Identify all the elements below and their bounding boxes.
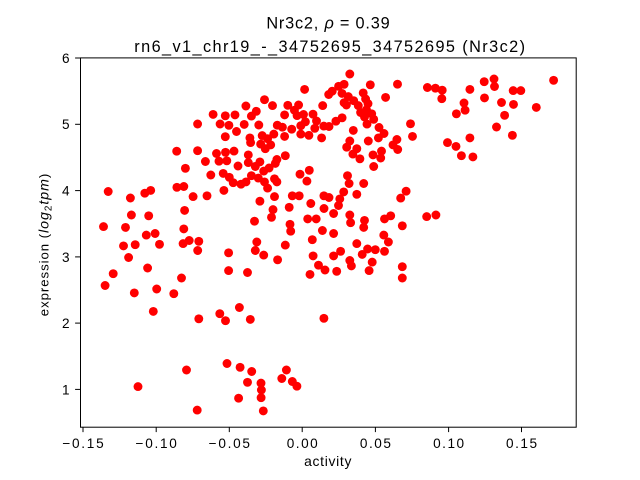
svg-text:1: 1 [62, 382, 70, 397]
svg-text:5: 5 [62, 117, 70, 132]
svg-text:activity: activity [304, 453, 352, 469]
svg-text:Nr3c2, ρ = 0.39: Nr3c2, ρ = 0.39 [266, 14, 390, 32]
svg-text:2: 2 [62, 316, 70, 331]
svg-text:3: 3 [62, 250, 70, 265]
svg-text:−0.15: −0.15 [62, 436, 103, 451]
svg-text:0.05: 0.05 [360, 436, 391, 451]
svg-text:−0.10: −0.10 [136, 436, 178, 451]
svg-text:−0.05: −0.05 [209, 436, 250, 451]
svg-text:0.00: 0.00 [287, 436, 318, 451]
svg-text:0.15: 0.15 [506, 436, 537, 451]
svg-text:4: 4 [62, 184, 70, 199]
svg-text:0.10: 0.10 [433, 436, 464, 451]
svg-text:6: 6 [62, 51, 70, 66]
